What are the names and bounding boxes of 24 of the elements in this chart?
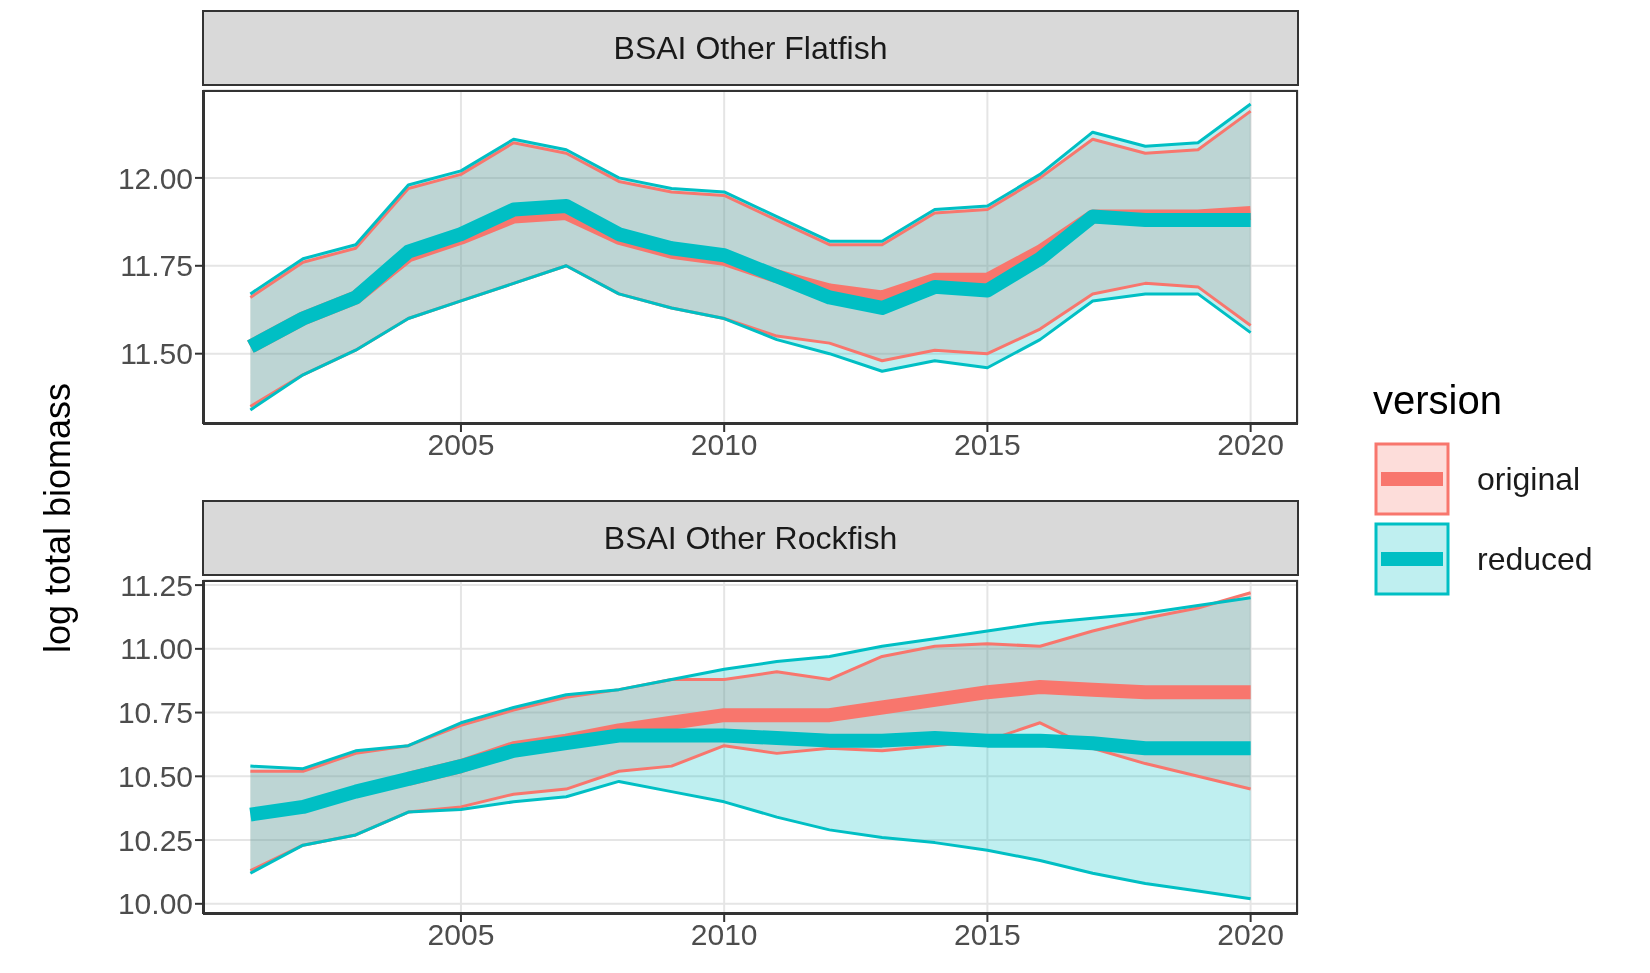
y-tick-label: 11.00 bbox=[120, 632, 193, 666]
x-tick-label: 2005 bbox=[427, 428, 495, 462]
x-tick-label: 2005 bbox=[427, 918, 495, 952]
x-tick-label: 2020 bbox=[1217, 428, 1284, 462]
y-tick-label: 11.75 bbox=[120, 249, 193, 283]
legend-label: reduced bbox=[1477, 540, 1593, 578]
y-tick-label: 12.00 bbox=[117, 161, 193, 195]
y-tick-label: 10.50 bbox=[117, 759, 193, 793]
y-axis-title: log total biomass bbox=[37, 382, 79, 654]
y-tick-label: 10.75 bbox=[117, 696, 193, 730]
x-tick-label: 2020 bbox=[1217, 918, 1284, 952]
legend-label: original bbox=[1477, 460, 1581, 498]
x-tick-label: 2010 bbox=[690, 428, 758, 462]
line-series bbox=[248, 779, 1253, 901]
x-tick-label: 2010 bbox=[690, 918, 758, 952]
legend-title: version bbox=[1373, 378, 1503, 423]
chart-title: BSAI Other Flatfish bbox=[613, 29, 888, 67]
x-tick-label: 2015 bbox=[954, 428, 1021, 462]
y-tick-label: 11.25 bbox=[120, 568, 193, 602]
chart-title: BSAI Other Rockfish bbox=[603, 519, 898, 557]
y-tick-label: 11.50 bbox=[120, 337, 193, 371]
x-tick-label: 2015 bbox=[954, 918, 1021, 952]
y-tick-label: 10.25 bbox=[117, 823, 193, 857]
y-tick-label: 10.00 bbox=[117, 887, 193, 921]
